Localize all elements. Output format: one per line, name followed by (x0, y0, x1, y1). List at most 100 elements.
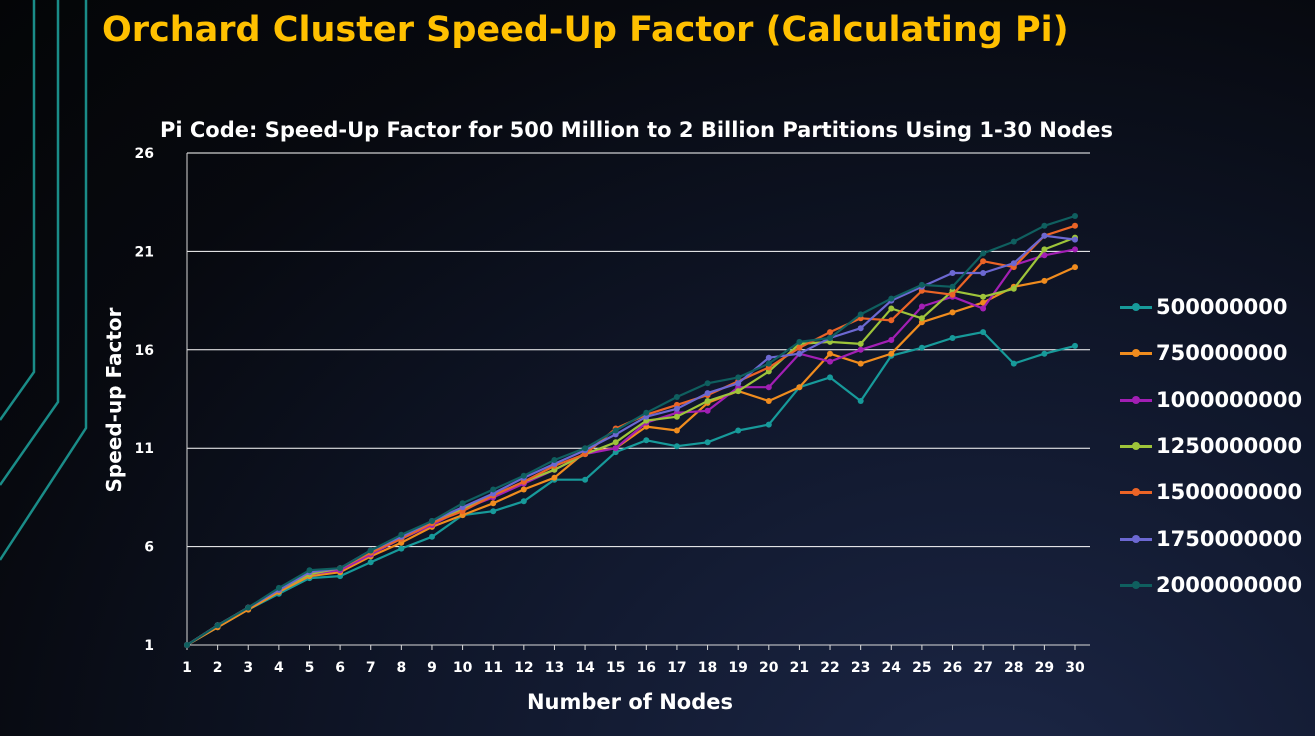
data-point (888, 317, 895, 324)
x-tick-label: 22 (820, 660, 839, 676)
x-tick-label: 20 (759, 660, 779, 676)
series-1250000000 (184, 234, 1078, 648)
data-point (459, 500, 466, 507)
x-tick-label: 26 (943, 660, 962, 676)
x-tick-label: 4 (274, 660, 284, 676)
data-point (1072, 246, 1078, 253)
data-point (704, 380, 711, 387)
data-point (673, 413, 680, 420)
series-500000000 (184, 329, 1078, 648)
data-point (980, 299, 987, 306)
legend-swatch (1120, 577, 1152, 593)
data-point (857, 360, 864, 367)
data-point (612, 427, 619, 434)
data-point (1010, 360, 1017, 367)
x-tick-label: 5 (305, 660, 315, 676)
legend-label: 1000000000 (1156, 387, 1303, 412)
data-point (888, 337, 895, 343)
data-point (306, 567, 313, 574)
data-point (857, 346, 864, 353)
x-tick-label: 17 (667, 660, 686, 676)
x-tick-label: 3 (243, 660, 253, 676)
data-point (857, 398, 864, 404)
data-point (1010, 238, 1017, 245)
data-point (520, 486, 527, 493)
data-point (765, 421, 772, 428)
data-point (673, 394, 680, 400)
data-point (367, 547, 374, 554)
data-point (1041, 232, 1048, 239)
data-point (949, 283, 956, 290)
data-point (1010, 260, 1017, 267)
data-point (857, 325, 864, 332)
data-point (765, 354, 772, 361)
x-tick-label: 12 (514, 660, 533, 676)
x-tick-label: 19 (728, 660, 747, 676)
data-point (582, 476, 589, 483)
legend-label: 500000000 (1156, 295, 1288, 320)
data-point (888, 295, 895, 302)
data-point (765, 398, 772, 404)
x-tick-label: 24 (882, 660, 902, 676)
data-point (582, 445, 589, 452)
data-point (980, 270, 987, 276)
x-tick-label: 13 (545, 660, 564, 676)
x-tick-label: 2 (213, 660, 223, 676)
data-point (796, 338, 803, 345)
legend-label: 1500000000 (1156, 480, 1303, 505)
data-point (918, 303, 925, 310)
data-point (520, 498, 527, 505)
x-tick-label: 21 (790, 660, 809, 676)
data-point (949, 291, 956, 298)
x-tick-label: 10 (453, 660, 473, 676)
x-tick-label: 29 (1035, 660, 1054, 676)
series-line (186, 214, 1076, 646)
x-tick-label: 23 (851, 660, 870, 676)
legend-item: 1750000000 (1120, 515, 1302, 561)
legend-swatch (1120, 299, 1152, 315)
data-point (704, 398, 711, 404)
x-tick-label: 28 (1004, 660, 1023, 676)
data-point (673, 405, 680, 412)
legend-swatch (1120, 484, 1152, 500)
data-point (980, 329, 987, 336)
data-point (827, 350, 833, 357)
series-lines (184, 213, 1078, 648)
x-tick-label: 9 (427, 660, 437, 676)
legend-item: 1250000000 (1120, 423, 1302, 469)
x-tick-label: 1 (182, 660, 192, 676)
legend-item: 2000000000 (1120, 562, 1302, 608)
data-point (1041, 350, 1048, 357)
series-line (186, 331, 1076, 646)
data-point (1041, 277, 1048, 284)
series-2000000000 (184, 213, 1078, 648)
series-line (186, 248, 1076, 646)
data-point (735, 388, 742, 395)
legend-item: 500000000 (1120, 284, 1302, 330)
y-tick-label: 21 (135, 244, 154, 260)
data-point (1041, 222, 1048, 229)
data-point (827, 374, 833, 381)
decorative-lines (0, 0, 88, 561)
data-point (888, 305, 895, 312)
x-tick-label: 30 (1065, 660, 1085, 676)
data-point (673, 443, 680, 450)
data-point (398, 531, 405, 538)
data-point (888, 350, 895, 357)
data-point (490, 486, 497, 493)
chart-title: Pi Code: Speed-Up Factor for 500 Million… (160, 118, 1114, 142)
x-tick-label: 14 (575, 660, 595, 676)
data-point (1041, 252, 1048, 259)
series-line (186, 266, 1076, 646)
data-point (857, 311, 864, 318)
data-point (551, 457, 558, 463)
x-tick-label: 8 (396, 660, 406, 676)
data-point (918, 281, 925, 288)
data-point (1072, 264, 1078, 271)
data-point (735, 374, 742, 381)
legend-swatch (1120, 345, 1152, 361)
slide-title: Orchard Cluster Speed-Up Factor (Calcula… (102, 10, 1069, 50)
data-point (275, 584, 282, 591)
data-point (1010, 285, 1017, 292)
